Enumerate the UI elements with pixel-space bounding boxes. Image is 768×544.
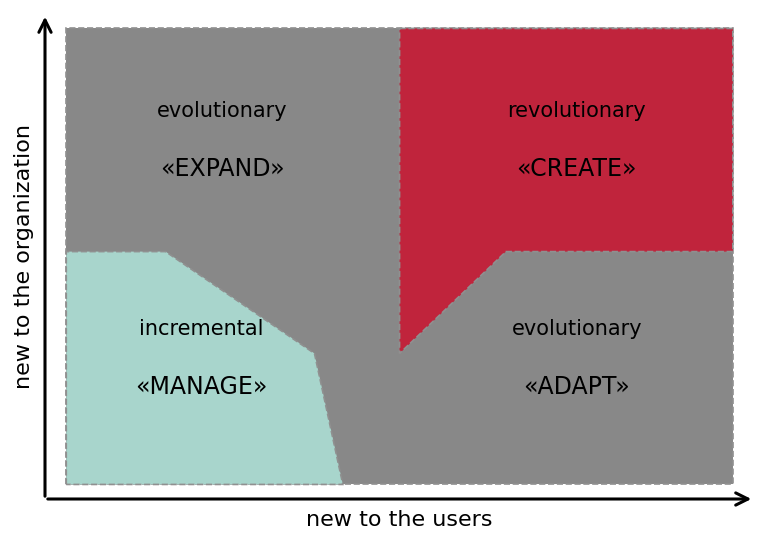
Y-axis label: new to the organization: new to the organization [14, 124, 34, 389]
Text: incremental: incremental [139, 319, 263, 339]
Text: revolutionary: revolutionary [508, 101, 646, 121]
Text: «ADAPT»: «ADAPT» [524, 375, 631, 399]
Text: «EXPAND»: «EXPAND» [160, 157, 285, 181]
X-axis label: new to the users: new to the users [306, 510, 493, 530]
Polygon shape [66, 28, 733, 485]
Text: evolutionary: evolutionary [157, 101, 287, 121]
Text: «CREATE»: «CREATE» [517, 157, 637, 181]
Text: evolutionary: evolutionary [511, 319, 642, 339]
Text: «MANAGE»: «MANAGE» [135, 375, 267, 399]
Polygon shape [399, 28, 733, 354]
Polygon shape [66, 251, 343, 485]
